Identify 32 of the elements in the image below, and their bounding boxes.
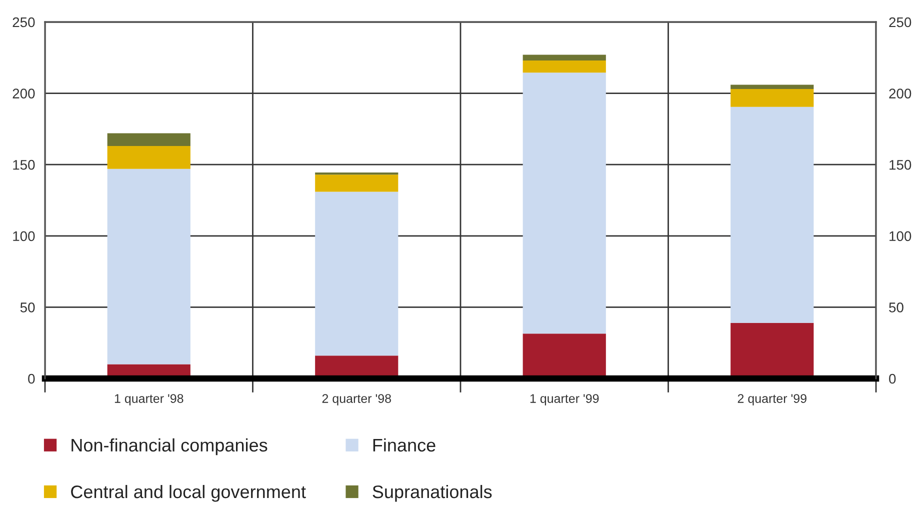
legend-label: Non-financial companies bbox=[72, 438, 268, 456]
y-tick-label: 250 bbox=[12, 17, 35, 28]
bar bbox=[730, 106, 814, 323]
y2-tick-label: 50 bbox=[889, 302, 904, 312]
y-tick-label: 0 bbox=[28, 374, 35, 384]
y2-tick-label: 200 bbox=[889, 88, 912, 98]
bar bbox=[315, 174, 398, 192]
bar bbox=[107, 146, 190, 169]
bar bbox=[730, 89, 814, 107]
y2-tick-label: 100 bbox=[890, 231, 912, 242]
legend-label: Supranationals bbox=[372, 484, 492, 502]
x-tick-label: 2 quarter '98 bbox=[322, 394, 391, 406]
y2-tick-label: 250 bbox=[889, 17, 912, 28]
x-tick-label: 2 quarter '99 bbox=[738, 394, 806, 406]
bar bbox=[315, 192, 398, 356]
bar bbox=[107, 133, 190, 146]
y-tick-label: 50 bbox=[20, 302, 35, 312]
legend-label: Finance bbox=[373, 438, 436, 452]
bar bbox=[522, 72, 606, 334]
bar bbox=[522, 60, 606, 73]
x-tick-label: 1 quarter '98 bbox=[114, 394, 184, 406]
y2-tick-label: 150 bbox=[890, 160, 912, 170]
legend-label: Central and local government bbox=[71, 484, 306, 502]
x-tick-label: 1 quarter '99 bbox=[530, 394, 599, 406]
bar bbox=[730, 84, 814, 90]
bar bbox=[107, 168, 190, 364]
y-tick-label: 200 bbox=[12, 88, 35, 98]
bar bbox=[522, 54, 606, 60]
y-tick-label: 100 bbox=[13, 231, 35, 242]
y-tick-label: 150 bbox=[13, 160, 35, 170]
y2-tick-label: 0 bbox=[889, 374, 896, 384]
bar bbox=[315, 172, 398, 175]
